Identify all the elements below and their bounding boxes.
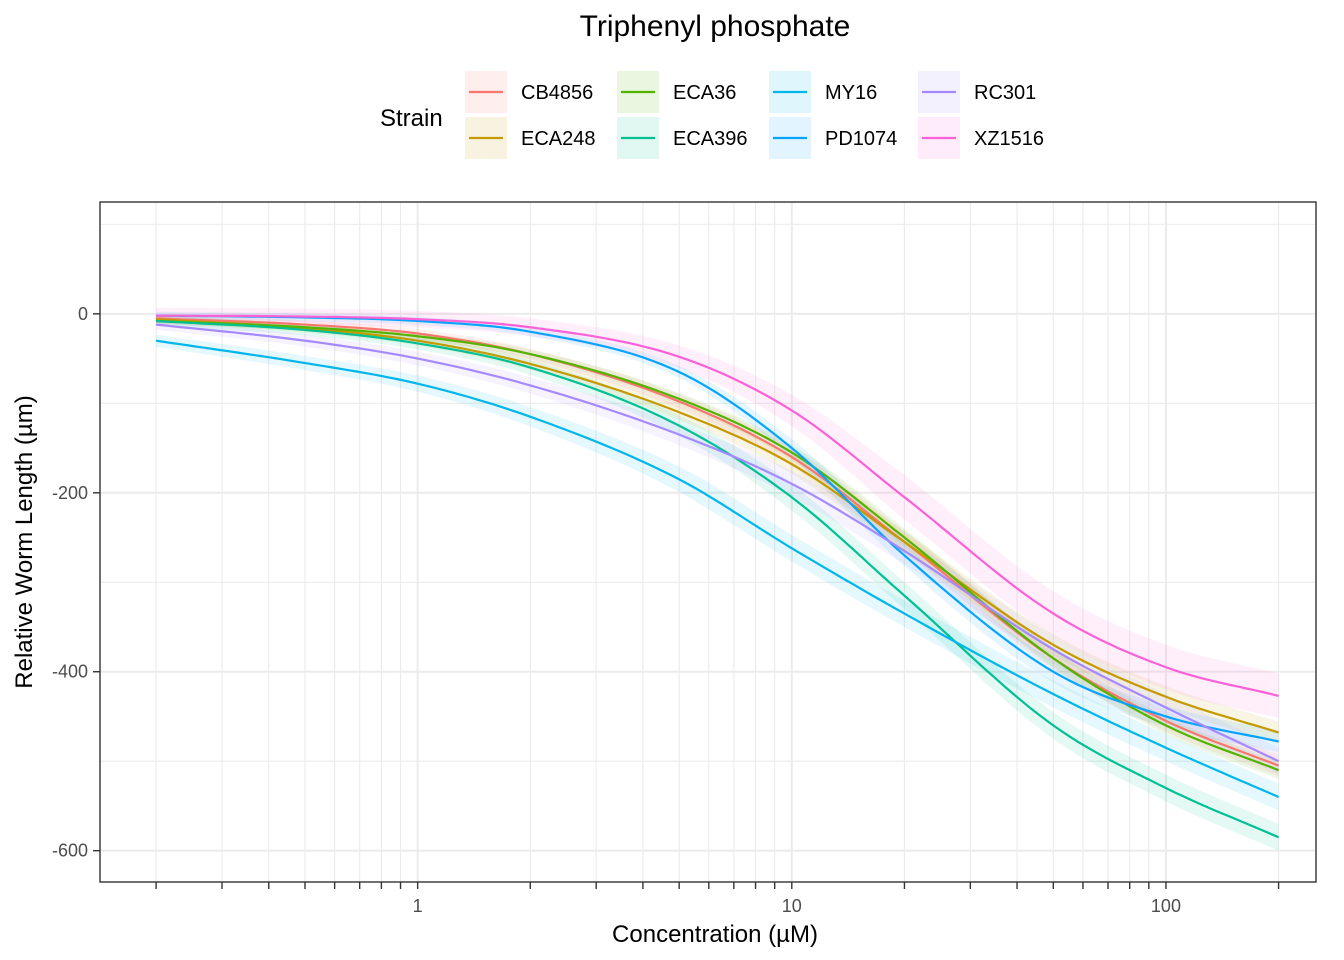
legend-label: ECA396 — [673, 128, 748, 150]
plot-border — [99, 201, 1317, 883]
legend-item-rc301: RC301 — [918, 71, 1036, 113]
legend-title: Strain — [380, 105, 443, 132]
legend-label: RC301 — [974, 82, 1036, 104]
x-axis-title: Concentration (µM) — [612, 921, 818, 948]
legend-label: XZ1516 — [974, 128, 1044, 150]
x-tick-label: 1 — [413, 896, 423, 916]
legend-label: MY16 — [825, 82, 877, 104]
series-lines — [155, 314, 1280, 839]
legend: Strain CB4856 ECA248 ECA36 ECA396 MY16 PD1074… — [380, 71, 1044, 159]
series-line-cb4856 — [156, 317, 1280, 767]
series-line-rc301 — [155, 323, 1280, 763]
y-tick-label: -600 — [52, 841, 88, 861]
y-tick-label: -400 — [52, 662, 88, 682]
confidence-bands — [156, 307, 1279, 851]
legend-item-xz1516: XZ1516 — [918, 117, 1044, 159]
x-tick-label: 100 — [1151, 896, 1181, 916]
x-axis: 1 10 100 — [155, 882, 1280, 916]
y-axis: 0 -200 -400 -600 — [52, 304, 100, 861]
legend-label: ECA248 — [521, 128, 596, 150]
series-line-eca36 — [156, 319, 1280, 772]
confidence-band-xz1516 — [156, 307, 1279, 719]
legend-item-pd1074: PD1074 — [769, 117, 897, 159]
legend-item-cb4856: CB4856 — [465, 71, 593, 113]
x-tick-label: 10 — [782, 896, 802, 916]
minor-gridlines — [100, 202, 1316, 882]
series-line-my16 — [155, 339, 1280, 799]
chart-title: Triphenyl phosphate — [580, 10, 851, 43]
confidence-band-eca248 — [156, 315, 1279, 744]
legend-item-my16: MY16 — [769, 71, 877, 113]
legend-item-eca248: ECA248 — [465, 117, 596, 159]
series-line-eca396 — [156, 319, 1280, 839]
y-axis-title: Relative Worm Length (µm) — [11, 395, 38, 688]
y-tick-label: 0 — [78, 304, 88, 324]
legend-item-eca36: ECA36 — [617, 71, 736, 113]
plot-panel — [100, 202, 1316, 882]
confidence-band-eca36 — [156, 317, 1279, 780]
legend-label: ECA36 — [673, 82, 736, 104]
confidence-band-pd1074 — [156, 311, 1279, 753]
legend-item-eca396: ECA396 — [617, 117, 748, 159]
legend-label: CB4856 — [521, 82, 593, 104]
series-line-eca248 — [156, 318, 1279, 734]
major-gridlines — [100, 202, 1316, 882]
confidence-band-eca396 — [156, 316, 1279, 851]
y-tick-label: -200 — [52, 483, 88, 503]
confidence-band-cb4856 — [156, 314, 1279, 777]
legend-label: PD1074 — [825, 128, 897, 150]
series-line-xz1516 — [156, 314, 1279, 697]
